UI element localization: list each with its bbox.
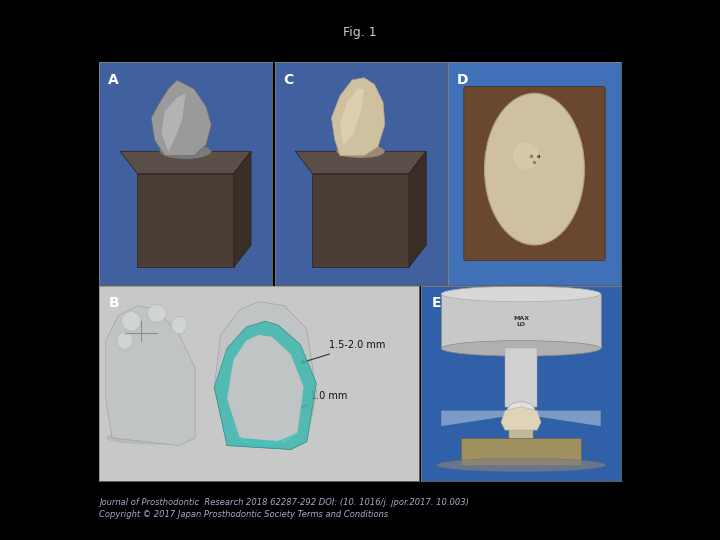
Polygon shape <box>312 174 409 267</box>
Ellipse shape <box>507 402 535 420</box>
Polygon shape <box>331 78 385 156</box>
Ellipse shape <box>147 305 166 322</box>
Text: MAX
LO: MAX LO <box>513 316 529 327</box>
Ellipse shape <box>160 144 212 159</box>
Ellipse shape <box>485 93 585 245</box>
Polygon shape <box>138 174 234 267</box>
Text: Journal of Prosthodontic  Research 2018 62287-292 DOI: (10. 1016/j. jpor.2017. 1: Journal of Prosthodontic Research 2018 6… <box>99 498 469 507</box>
Polygon shape <box>340 89 364 145</box>
Text: 1.5-2.0 mm: 1.5-2.0 mm <box>301 340 385 363</box>
Polygon shape <box>441 410 505 426</box>
Ellipse shape <box>117 332 133 349</box>
FancyBboxPatch shape <box>441 294 600 348</box>
Text: Fig. 1: Fig. 1 <box>343 26 377 39</box>
Text: E: E <box>431 296 441 310</box>
Polygon shape <box>234 151 251 267</box>
Polygon shape <box>215 302 316 449</box>
FancyBboxPatch shape <box>462 438 581 465</box>
Ellipse shape <box>106 431 195 444</box>
Text: C: C <box>283 73 294 87</box>
Text: Copyright © 2017 Japan Prosthodontic Society Terms and Conditions: Copyright © 2017 Japan Prosthodontic Soc… <box>99 510 389 518</box>
FancyBboxPatch shape <box>509 430 533 454</box>
Polygon shape <box>501 407 541 430</box>
Polygon shape <box>106 306 195 446</box>
Text: D: D <box>457 73 469 87</box>
Ellipse shape <box>441 286 600 302</box>
Polygon shape <box>227 335 304 442</box>
Ellipse shape <box>513 143 539 169</box>
FancyBboxPatch shape <box>505 348 537 407</box>
Polygon shape <box>409 151 426 267</box>
Ellipse shape <box>441 341 600 356</box>
FancyBboxPatch shape <box>464 86 605 261</box>
Polygon shape <box>295 151 426 174</box>
Polygon shape <box>537 410 600 426</box>
Polygon shape <box>120 151 251 174</box>
Text: B: B <box>109 296 120 310</box>
Ellipse shape <box>336 145 385 158</box>
Ellipse shape <box>171 316 187 334</box>
Polygon shape <box>151 80 212 156</box>
Text: 1.0 mm: 1.0 mm <box>279 391 347 417</box>
Polygon shape <box>215 321 316 449</box>
Ellipse shape <box>122 312 141 331</box>
Ellipse shape <box>436 458 606 472</box>
Polygon shape <box>161 93 186 151</box>
Text: A: A <box>108 73 119 87</box>
